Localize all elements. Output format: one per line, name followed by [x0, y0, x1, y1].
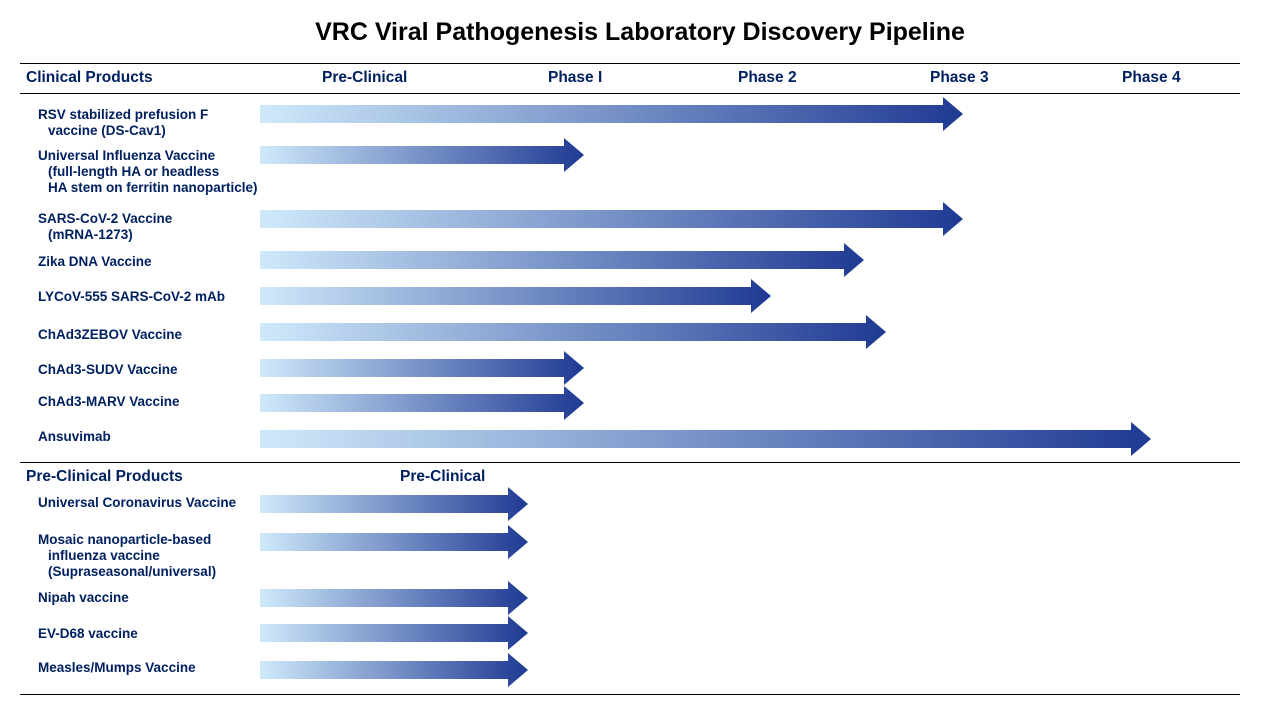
- preclinical-phase-header: Pre-Clinical: [400, 468, 486, 485]
- product-label-line: ChAd3-MARV Vaccine: [38, 394, 180, 409]
- product-label-universal-coronavirus: Universal Coronavirus Vaccine: [38, 495, 236, 511]
- phase-header-phase-1: Phase I: [548, 69, 603, 86]
- bottom-divider: [20, 694, 1240, 695]
- product-label-measles-mumps: Measles/Mumps Vaccine: [38, 660, 196, 676]
- product-label-line: EV-D68 vaccine: [38, 626, 138, 641]
- product-label-line: Ansuvimab: [38, 429, 111, 444]
- product-label-line: RSV stabilized prefusion F: [38, 107, 209, 122]
- progress-arrow-preclinical-3: [260, 581, 528, 615]
- product-label-line: HA stem on ferritin nanoparticle): [48, 180, 258, 195]
- clinical-products-header: Clinical Products: [26, 69, 153, 86]
- page-title: VRC Viral Pathogenesis Laboratory Discov…: [315, 18, 965, 46]
- product-label-line: LYCoV-555 SARS-CoV-2 mAb: [38, 289, 226, 304]
- progress-arrow-clinical-4: [260, 243, 864, 277]
- product-label-sars-cov-2-vaccine: SARS-CoV-2 Vaccine (mRNA-1273): [38, 211, 172, 243]
- product-label-line: Mosaic nanoparticle-based: [38, 532, 212, 547]
- product-label-line: vaccine (DS-Cav1): [48, 123, 166, 138]
- top-divider: [20, 63, 1240, 64]
- product-label-mosaic-nanoparticle: Mosaic nanoparticle-based influenza vacc…: [38, 532, 216, 580]
- phase-header-phase-2: Phase 2: [738, 69, 797, 86]
- product-label-ev-d68: EV-D68 vaccine: [38, 626, 138, 642]
- product-label-line: ChAd3-SUDV Vaccine: [38, 362, 178, 377]
- clinical-header-divider: [20, 93, 1240, 94]
- progress-arrow-clinical-8: [260, 386, 584, 420]
- progress-arrow-clinical-7: [260, 351, 584, 385]
- progress-arrow-clinical-1: [260, 97, 963, 131]
- phase-header-phase-4: Phase 4: [1122, 69, 1181, 86]
- progress-arrow-preclinical-1: [260, 487, 528, 521]
- product-label-chad3-sudv: ChAd3-SUDV Vaccine: [38, 362, 178, 378]
- progress-arrow-clinical-6: [260, 315, 886, 349]
- product-label-lycov-555: LYCoV-555 SARS-CoV-2 mAb: [38, 289, 225, 305]
- product-label-line: Zika DNA Vaccine: [38, 254, 152, 269]
- product-label-line: Measles/Mumps Vaccine: [38, 660, 196, 675]
- phase-header-preclinical: Pre-Clinical: [322, 69, 408, 86]
- preclinical-products-header: Pre-Clinical Products: [26, 468, 183, 485]
- progress-arrow-clinical-3: [260, 202, 963, 236]
- product-label-universal-influenza: Universal Influenza Vaccine (full-length…: [38, 148, 258, 196]
- progress-arrow-preclinical-4: [260, 616, 528, 650]
- progress-arrow-clinical-9: [260, 422, 1151, 456]
- product-label-line: Universal Coronavirus Vaccine: [38, 495, 237, 510]
- product-label-line: ChAd3ZEBOV Vaccine: [38, 327, 183, 342]
- product-label-line: (Supraseasonal/universal): [48, 564, 217, 579]
- product-label-ansuvimab: Ansuvimab: [38, 429, 111, 445]
- product-label-line: (full-length HA or headless: [48, 164, 220, 179]
- product-label-chad3zebov: ChAd3ZEBOV Vaccine: [38, 327, 182, 343]
- product-label-nipah: Nipah vaccine: [38, 590, 129, 606]
- product-label-rsv: RSV stabilized prefusion F vaccine (DS-C…: [38, 107, 208, 139]
- product-label-line: SARS-CoV-2 Vaccine: [38, 211, 173, 226]
- progress-arrow-clinical-2: [260, 138, 584, 172]
- phase-header-phase-3: Phase 3: [930, 69, 989, 86]
- product-label-zika: Zika DNA Vaccine: [38, 254, 152, 270]
- product-label-chad3-marv: ChAd3-MARV Vaccine: [38, 394, 180, 410]
- progress-arrow-clinical-5: [260, 279, 771, 313]
- section-divider: [20, 462, 1240, 463]
- progress-arrow-preclinical-5: [260, 653, 528, 687]
- progress-arrow-preclinical-2: [260, 525, 528, 559]
- product-label-line: (mRNA-1273): [48, 227, 133, 242]
- product-label-line: influenza vaccine: [48, 548, 160, 563]
- product-label-line: Universal Influenza Vaccine: [38, 148, 216, 163]
- product-label-line: Nipah vaccine: [38, 590, 129, 605]
